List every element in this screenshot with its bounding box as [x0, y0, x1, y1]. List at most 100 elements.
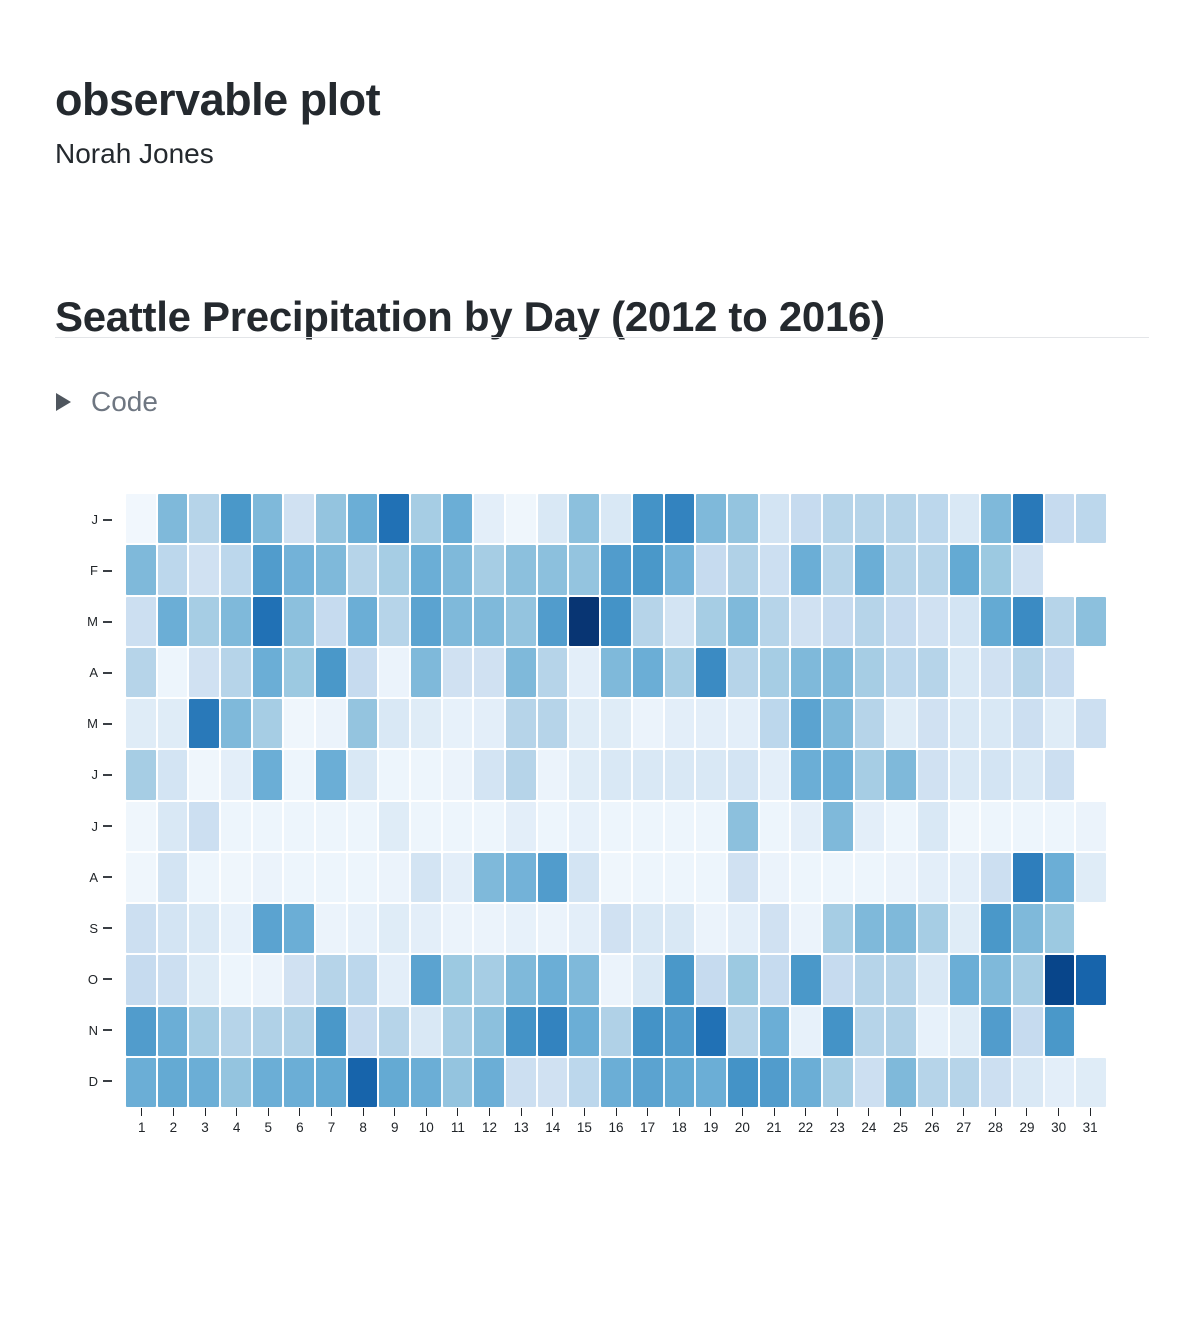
heatmap-cell [474, 699, 505, 749]
heatmap-cell [791, 494, 821, 544]
heatmap-cell [854, 545, 885, 595]
heatmap-cell [284, 801, 315, 851]
heatmap-cell [696, 852, 726, 902]
heatmap-cell [379, 647, 410, 697]
heatmap-cell [569, 596, 600, 646]
heatmap-cell [822, 545, 853, 595]
heatmap-cell [316, 801, 346, 851]
heatmap-cell [221, 801, 251, 851]
heatmap-cell [791, 596, 821, 646]
heatmap-cell [506, 852, 536, 902]
x-tick-label: 18 [671, 1120, 687, 1135]
heatmap-cell [126, 1006, 156, 1056]
x-tick-mark [330, 1108, 332, 1116]
heatmap-cell [791, 904, 821, 954]
heatmap-cell [632, 955, 663, 1005]
heatmap-cell [442, 494, 473, 544]
heatmap-cell [1076, 801, 1106, 851]
x-tick-mark [141, 1108, 143, 1116]
heatmap-cell [157, 904, 188, 954]
heatmap-cell [759, 750, 790, 800]
heatmap-cell [601, 699, 631, 749]
heatmap-cell [126, 699, 156, 749]
heatmap-cell [347, 1057, 378, 1107]
x-tick-mark [805, 1108, 807, 1116]
heatmap-cell [791, 1006, 821, 1056]
x-tick-mark [647, 1108, 649, 1116]
x-tick-mark [1026, 1108, 1028, 1116]
heatmap-cell [252, 750, 283, 800]
heatmap-cell [411, 596, 441, 646]
heatmap-cell [126, 904, 156, 954]
heatmap-cell [379, 955, 410, 1005]
heatmap-cell [917, 494, 948, 544]
heatmap-cell [1012, 1057, 1043, 1107]
heatmap-cell [221, 699, 251, 749]
x-tick-label: 15 [576, 1120, 592, 1135]
heatmap-cell [1044, 596, 1075, 646]
heatmap-cell [284, 1006, 315, 1056]
heatmap-cell [347, 494, 378, 544]
heatmap-cell [411, 1057, 441, 1107]
x-tick-label: 19 [703, 1120, 719, 1135]
heatmap-cell [854, 955, 885, 1005]
section-heading: Seattle Precipitation by Day (2012 to 20… [55, 292, 885, 340]
heatmap-cell [632, 852, 663, 902]
heatmap-cell [442, 699, 473, 749]
heatmap-cell [316, 1006, 346, 1056]
heatmap-cell [822, 596, 853, 646]
heatmap-cell [442, 596, 473, 646]
x-tick-mark [868, 1108, 870, 1116]
heatmap-cell [506, 1057, 536, 1107]
heatmap-cell [442, 647, 473, 697]
heatmap-cell [569, 904, 600, 954]
heatmap-cell [822, 1057, 853, 1107]
x-tick-mark [394, 1108, 396, 1116]
x-tick-label: 16 [608, 1120, 624, 1135]
heatmap-cell [664, 904, 695, 954]
heatmap-cell [664, 852, 695, 902]
heatmap-cell [284, 545, 315, 595]
heatmap-cell [1044, 1006, 1075, 1056]
heatmap-cell [126, 801, 156, 851]
heatmap-cell [886, 801, 916, 851]
heatmap-cell [601, 852, 631, 902]
heatmap-cell [569, 545, 600, 595]
heatmap-cell [379, 545, 410, 595]
heatmap-cell [316, 955, 346, 1005]
x-tick-label: 24 [861, 1120, 877, 1135]
heatmap-cell [537, 647, 568, 697]
heatmap-cell [1076, 494, 1106, 544]
heatmap-cell [981, 647, 1011, 697]
x-tick-mark [299, 1108, 301, 1116]
heatmap-cell [189, 852, 220, 902]
heatmap-cell [284, 596, 315, 646]
heatmap-cell [347, 852, 378, 902]
heatmap-cell [791, 545, 821, 595]
x-tick-label: 13 [513, 1120, 529, 1135]
heatmap-cell [981, 1057, 1011, 1107]
heatmap-cell [664, 545, 695, 595]
heatmap-cell [537, 545, 568, 595]
heatmap-cell [727, 647, 758, 697]
heatmap-cell [601, 955, 631, 1005]
heatmap-cell [126, 596, 156, 646]
heatmap-cell [1076, 1007, 1106, 1056]
heatmap-cell [537, 699, 568, 749]
x-tick-label: 20 [734, 1120, 750, 1135]
heatmap-cell [601, 750, 631, 800]
heatmap-cell [696, 904, 726, 954]
heatmap-cell [949, 1057, 980, 1107]
heatmap-cell [727, 852, 758, 902]
heatmap-cell [759, 596, 790, 646]
heatmap-cell [696, 750, 726, 800]
y-tick-label: J [91, 767, 99, 783]
y-tick-label: D [88, 1073, 98, 1089]
heatmap-cell [949, 750, 980, 800]
heatmap-cell [759, 1057, 790, 1107]
heatmap-cell [981, 750, 1011, 800]
y-tick-mark [103, 876, 112, 879]
heatmap-cell [474, 801, 505, 851]
code-toggle[interactable]: Code [56, 386, 158, 418]
